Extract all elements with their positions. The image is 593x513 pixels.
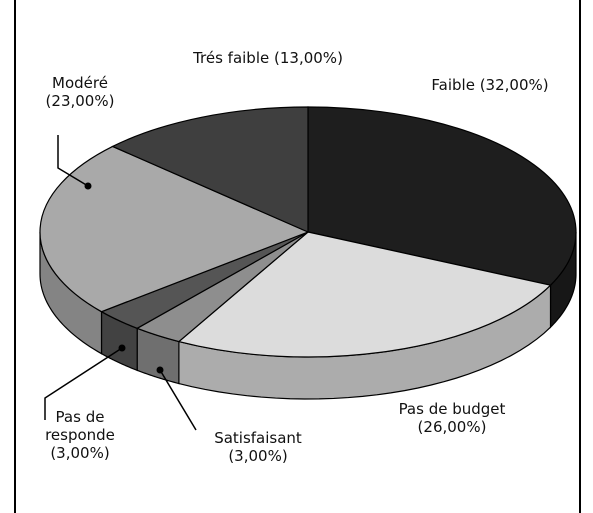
slice-label: Faible (32,00%)	[430, 76, 550, 94]
category-name: Trés faible	[193, 49, 270, 67]
value-label: (13,00%)	[274, 49, 343, 67]
slice-label: Modéré (23,00%)	[30, 74, 130, 110]
category-name: Pas de budget	[398, 400, 506, 418]
value-label: (26,00%)	[417, 418, 487, 436]
value-label: (23,00%)	[45, 92, 115, 110]
leader-line	[44, 347, 123, 420]
slice-label: Pas de budget (26,00%)	[372, 400, 532, 436]
slice-label: Satisfaisant (3,00%)	[198, 429, 318, 465]
slice	[111, 106, 309, 233]
category-name: Satisfaisant	[214, 429, 302, 447]
category-name: Faible	[431, 76, 475, 94]
slice	[307, 106, 577, 286]
leader-dot	[118, 344, 126, 352]
category-name: Pas de responde	[45, 408, 115, 444]
pie	[39, 106, 577, 400]
value-label: (3,00%)	[50, 444, 110, 462]
value-label: (32,00%)	[479, 76, 549, 94]
leader-line	[159, 369, 197, 431]
leader-line	[57, 135, 89, 187]
leaders	[44, 135, 197, 431]
slice-label: Trés faible (13,00%)	[158, 49, 378, 67]
slice	[39, 145, 310, 313]
leader-dot	[84, 182, 92, 190]
leader-dot	[156, 366, 164, 374]
value-label: (3,00%)	[228, 447, 288, 465]
slice-label: Pas de responde (3,00%)	[25, 408, 135, 462]
category-name: Modéré	[52, 74, 108, 92]
